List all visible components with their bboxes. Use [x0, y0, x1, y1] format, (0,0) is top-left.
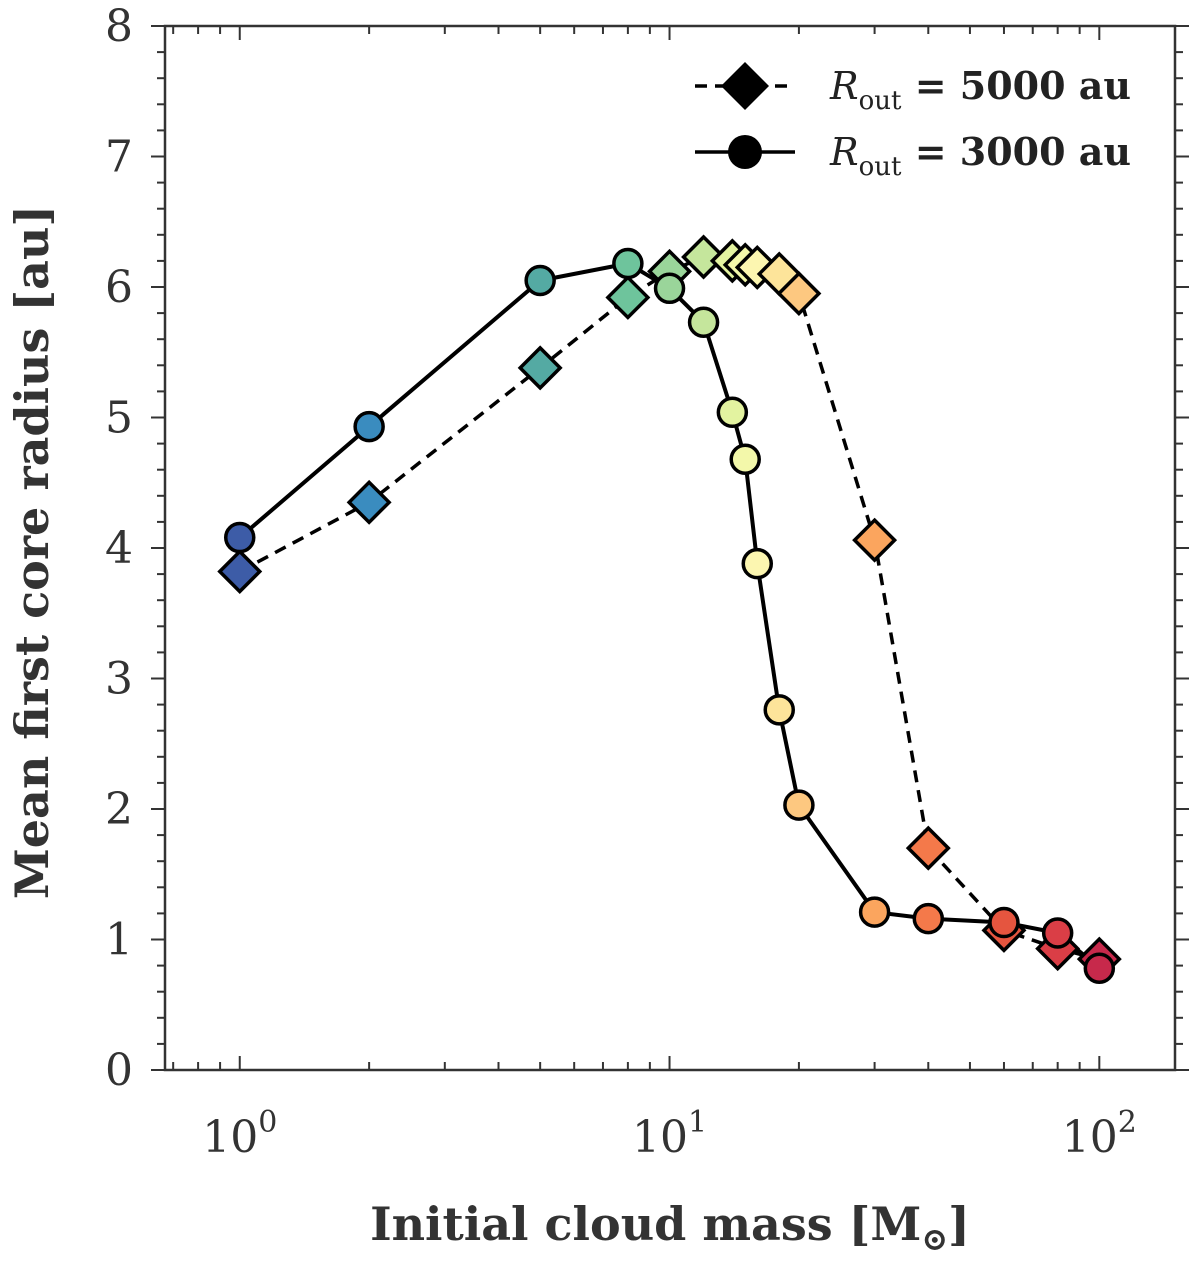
legend: Rout = 5000 au Rout = 3000 au — [695, 62, 1131, 182]
circle-point — [741, 547, 774, 580]
series-lines — [238, 255, 1101, 970]
circle-point — [716, 396, 749, 429]
tick-labels: 100 101 102 0 1 2 3 4 5 6 7 8 — [105, 1, 1137, 1163]
diamond-point — [517, 345, 563, 391]
x-axis-title-close: ] — [948, 1197, 970, 1251]
circle-point — [858, 896, 891, 928]
circle-point — [653, 272, 686, 305]
legend-label-3000: Rout = 3000 au — [829, 129, 1131, 182]
series-line-diamond — [238, 255, 1100, 961]
circle-point — [1041, 917, 1074, 949]
legend-entry-3000: Rout = 3000 au — [695, 129, 1131, 182]
circle-point — [912, 902, 945, 935]
diamond-point — [217, 549, 263, 594]
legend-marker-circle — [728, 135, 762, 169]
legend-label-5000: Rout = 5000 au — [829, 63, 1131, 116]
x-tick-label: 102 — [1062, 1105, 1137, 1163]
y-tick-label: 6 — [105, 262, 133, 313]
series-line-circle — [238, 261, 1101, 970]
series-markers — [217, 234, 1122, 984]
diamond-point — [681, 234, 727, 280]
legend-entry-5000: Rout = 5000 au — [695, 62, 1131, 116]
circle-point — [353, 410, 385, 443]
x-axis-title-symbol: ⊙ — [921, 1220, 948, 1258]
y-tick-label: 1 — [105, 915, 133, 966]
circle-point — [1083, 952, 1116, 984]
diamond-point — [605, 274, 651, 320]
axis-ticks — [151, 25, 1189, 1071]
y-tick-label: 8 — [105, 1, 133, 52]
diamond-point — [346, 479, 392, 525]
circle-point — [729, 443, 761, 476]
y-tick-label: 7 — [105, 132, 133, 183]
circle-point — [763, 694, 795, 726]
y-tick-label: 4 — [105, 523, 133, 574]
circle-point — [988, 906, 1020, 939]
circle-point — [524, 264, 556, 297]
diamond-point — [852, 517, 898, 563]
x-tick-label: 101 — [632, 1105, 707, 1163]
y-tick-label: 3 — [105, 654, 133, 705]
circle-point — [612, 247, 644, 280]
diamond-point — [776, 271, 822, 316]
y-tick-label: 0 — [105, 1045, 133, 1096]
y-tick-label: 2 — [105, 784, 133, 835]
y-axis-title: Mean first core radius [au] — [5, 205, 59, 899]
y-tick-label: 5 — [105, 393, 133, 444]
x-axis-title-text: Initial cloud mass [M — [370, 1197, 921, 1251]
circle-point — [783, 789, 815, 821]
diamond-point — [905, 825, 951, 871]
x-tick-label: 100 — [202, 1105, 277, 1163]
legend-marker-diamond — [721, 62, 769, 110]
plot-frame — [163, 24, 1177, 1072]
x-axis-title: Initial cloud mass [M⊙] — [370, 1197, 970, 1258]
circle-point — [224, 521, 256, 554]
circle-point — [687, 306, 720, 338]
